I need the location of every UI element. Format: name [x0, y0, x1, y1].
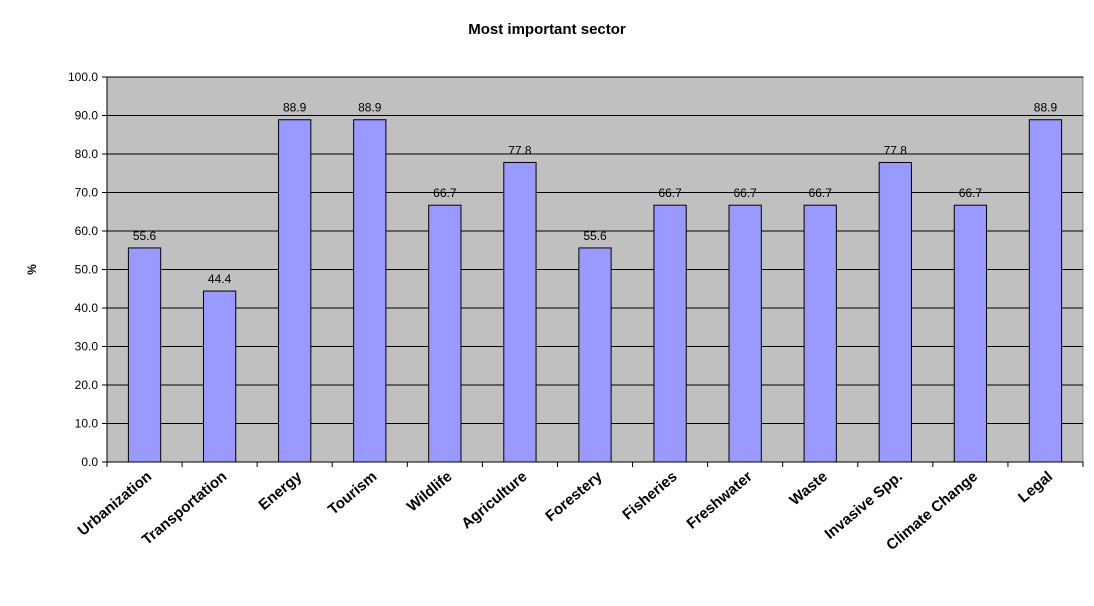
- x-tick-label: Legal: [1015, 468, 1056, 506]
- data-label: 66.7: [959, 186, 983, 200]
- data-label: 66.7: [658, 186, 682, 200]
- x-tick-label: Forestery: [542, 468, 606, 525]
- x-tick-label: Fisheries: [619, 468, 680, 523]
- x-tick-label: Wildlife: [404, 468, 456, 515]
- bar-urbanization: [127, 247, 162, 463]
- data-label: 88.9: [358, 101, 382, 115]
- bar-transportation: [202, 290, 237, 463]
- bar-forestery: [578, 247, 612, 463]
- bar-tourism: [353, 119, 387, 463]
- y-tick-label: 70.0: [75, 186, 99, 200]
- x-tick-label: Agriculture: [458, 468, 530, 532]
- data-label: 55.6: [583, 229, 607, 243]
- x-tick-label: Waste: [786, 468, 830, 509]
- data-label: 88.9: [283, 101, 307, 115]
- y-tick-label: 80.0: [75, 147, 99, 161]
- chart-title: Most important sector: [468, 21, 626, 38]
- y-tick-label: 20.0: [75, 378, 99, 392]
- plot-area: 0.0 10.0 20.0 30.0 40.0 50.0 60.0 70.0 80.0 90.0 1…: [68, 70, 1084, 554]
- bar-freshwater: [728, 204, 762, 463]
- y-tick-label: 10.0: [75, 417, 99, 431]
- bar-energy: [278, 119, 312, 463]
- y-tick-label: 60.0: [75, 224, 99, 238]
- y-tick-label: 30.0: [75, 340, 99, 354]
- data-label: 66.7: [433, 186, 457, 200]
- data-label: 66.7: [809, 186, 833, 200]
- x-tick-label: Energy: [255, 468, 305, 514]
- bar-agriculture: [503, 161, 537, 463]
- data-label: 55.6: [133, 229, 157, 243]
- bar-invasive-spp: [878, 161, 912, 463]
- bar-legal: [1028, 119, 1063, 463]
- bar-waste: [803, 204, 837, 463]
- bar-wildlife: [428, 204, 462, 463]
- bar-fisheries: [653, 204, 687, 463]
- data-label: 77.8: [884, 143, 908, 157]
- x-tick-label: Urbanization: [75, 468, 156, 539]
- y-tick-label: 50.0: [75, 263, 99, 277]
- data-label: 66.7: [733, 186, 757, 200]
- bar-climate-change: [953, 204, 988, 463]
- data-label: 88.9: [1034, 101, 1058, 115]
- y-axis-label: %: [25, 264, 39, 275]
- data-label: 44.4: [208, 272, 232, 286]
- x-tick-label: Tourism: [325, 468, 380, 518]
- x-tick-label: Freshwater: [683, 468, 755, 533]
- y-tick-label: 100.0: [68, 70, 98, 84]
- y-tick-label: 90.0: [75, 109, 99, 123]
- data-label: 77.8: [508, 143, 532, 157]
- y-tick-label: 0.0: [81, 455, 98, 469]
- y-tick-label: 40.0: [75, 301, 99, 315]
